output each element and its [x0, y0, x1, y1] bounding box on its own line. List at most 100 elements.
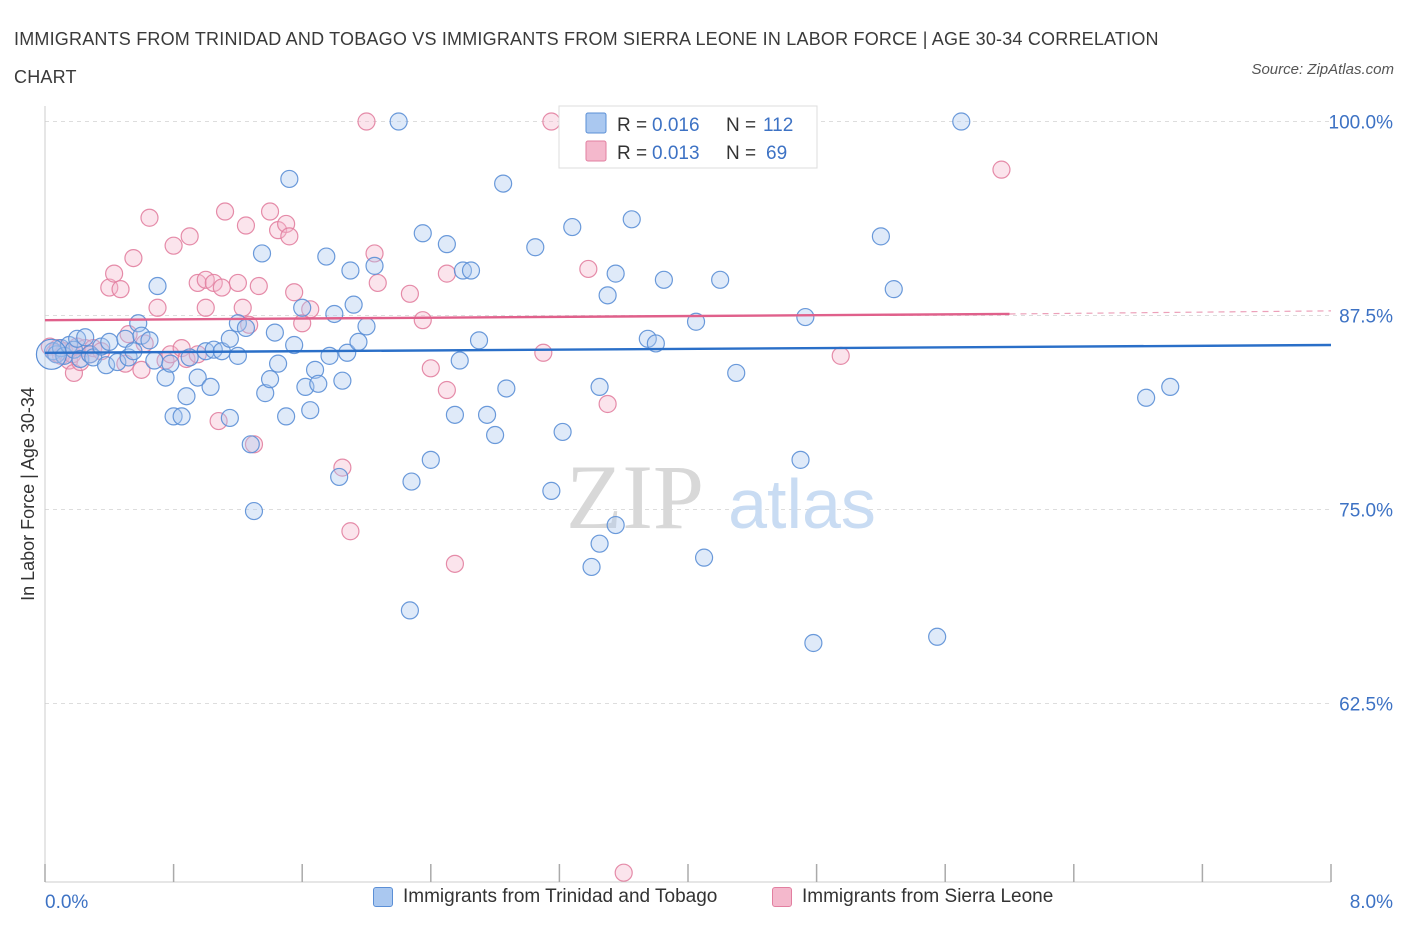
trinidad-point-94: [686, 312, 706, 331]
sierra-leone-point-56: [413, 311, 432, 330]
trinidad-point-78: [494, 174, 513, 193]
sierra-leone-point-37: [215, 202, 235, 221]
trinidad-point-92: [646, 334, 665, 353]
sierra-leone-point-62: [542, 112, 561, 131]
sierra-leone-point-68: [357, 112, 376, 131]
trinidad-point-74: [461, 261, 481, 280]
sierra-leone-point-22: [140, 208, 159, 227]
sierra-leone-point-39: [233, 298, 252, 317]
sierra-leone-point-52: [341, 522, 360, 541]
trinidad-point-59: [338, 343, 357, 362]
axes: [44, 106, 1332, 883]
sierra-leone-point-54: [368, 273, 387, 293]
trinidad-point-80: [526, 238, 545, 257]
stats-r-value-pink: 0.013: [652, 143, 700, 164]
trinidad-point-43: [260, 370, 280, 389]
trinidad-point-66: [400, 601, 420, 620]
sierra-leone-point-47: [280, 227, 299, 246]
legend-swatch-trinidad: [373, 887, 393, 907]
sierra-leone-point-16: [111, 280, 130, 299]
trinidad-point-54: [317, 247, 336, 266]
trinidad-point-96: [711, 270, 730, 289]
y-tick-label-0: 62.5%: [1339, 695, 1393, 716]
trinidad-point-26: [172, 407, 191, 426]
sierra-leone-point-38: [228, 273, 247, 293]
trinidad-point-12: [96, 356, 116, 375]
trinidad-point-56: [325, 304, 344, 324]
trinidad-point-70: [437, 235, 456, 254]
sierra-leone-point-59: [437, 380, 456, 400]
sierra-leone-point-40: [236, 216, 256, 235]
sierra-leone-point-65: [614, 863, 633, 882]
trinidad-point-83: [563, 217, 582, 237]
trinidad-point-22: [148, 276, 167, 296]
trinidad-point-34: [220, 408, 239, 428]
trinidad-point-64: [365, 256, 384, 275]
watermark-zip: ZIP: [566, 446, 704, 548]
trinidad-point-36: [228, 346, 247, 365]
trinidad-point-46: [277, 407, 296, 426]
trinidad-point-68: [413, 224, 432, 243]
trinidad-point-84: [582, 557, 601, 577]
sierra-leone-point-57: [421, 359, 440, 378]
trinidad-point-41: [252, 244, 272, 263]
trinidad-point-21: [145, 351, 164, 370]
stats-n-label-pink: N =: [726, 143, 756, 164]
grid-lines: [45, 121, 1331, 705]
trinidad-cluster-point: [35, 338, 68, 370]
trinidad-point-89: [606, 264, 625, 283]
x-tick-label-0: 0.0%: [45, 892, 88, 913]
stats-r-label-pink: R =: [617, 143, 647, 164]
trinidad-point-23: [156, 368, 175, 387]
sierra-leone-point-64: [598, 394, 617, 414]
chart-title: IMMIGRANTS FROM TRINIDAD AND TOBAGO VS I…: [14, 29, 1159, 87]
trinidad-point-104: [952, 112, 971, 131]
trinidad-point-38: [236, 318, 256, 338]
stats-legend: R = 0.016 N = 112 R = 0.013 N = 69: [558, 105, 818, 169]
sierra-leone-point-23: [148, 298, 167, 317]
trinidad-point-95: [694, 548, 714, 567]
watermark: ZIP atlas: [566, 446, 876, 548]
trinidad-point-40: [244, 501, 264, 521]
sierra-leone-point-66: [831, 346, 850, 365]
y-tick-labels: 62.5% 75.0% 87.5% 100.0%: [1329, 113, 1394, 716]
stats-n-value-blue: 112: [763, 115, 793, 136]
trinidad-point-105: [1137, 388, 1156, 407]
trinidad-point-31: [201, 377, 220, 397]
trinidad-point-28: [180, 348, 199, 367]
trinidad-point-76: [477, 405, 497, 424]
trinidad-point-72: [450, 351, 469, 370]
trinidad-point-51: [301, 401, 320, 420]
trend-lines: [44, 310, 1332, 354]
trinidad-point-48: [285, 335, 304, 355]
trinidad-point-14: [108, 352, 127, 372]
trinidad-point-102: [884, 280, 903, 299]
series-trinidad-points: [35, 112, 1180, 653]
trinidad-point-27: [177, 387, 196, 406]
sierra-leone-point-33: [196, 298, 215, 317]
trinidad-point-77: [486, 425, 505, 445]
stats-r-value-blue: 0.016: [652, 115, 700, 136]
trinidad-point-29: [188, 368, 207, 387]
trinidad-point-61: [344, 295, 363, 314]
sierra-leone-point-67: [992, 160, 1011, 179]
legend-item-trinidad: Immigrants from Trinidad and Tobago: [373, 886, 717, 908]
legend-label-trinidad: Immigrants from Trinidad and Tobago: [403, 886, 718, 907]
trinidad-point-69: [421, 450, 440, 469]
stats-n-value-pink: 69: [766, 143, 787, 164]
y-tick-label-1: 75.0%: [1339, 501, 1393, 522]
stats-swatch-pink: [585, 140, 607, 162]
sierra-leone-point-63: [579, 259, 598, 279]
y-axis-label: In Labor Force | Age 30-34: [18, 387, 38, 601]
trinidad-point-53: [309, 374, 328, 393]
sierra-leone-point-61: [534, 343, 553, 362]
sierra-leone-point-55: [400, 284, 420, 303]
x-tick-labels: 0.0% 8.0%: [45, 892, 1393, 913]
trinidad-point-52: [305, 360, 325, 379]
trinidad-point-65: [389, 112, 408, 131]
legend-swatch-sierra-leone: [772, 887, 792, 907]
sierra-leone-point-35: [209, 411, 228, 431]
trinidad-point-106: [1161, 377, 1180, 397]
trinidad-point-24: [161, 354, 180, 373]
